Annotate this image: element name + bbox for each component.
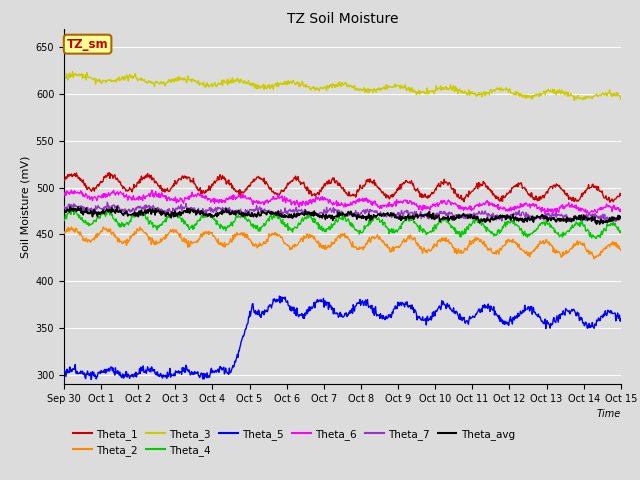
Y-axis label: Soil Moisture (mV): Soil Moisture (mV) [20, 155, 30, 258]
Legend: Theta_1, Theta_2, Theta_3, Theta_4, Theta_5, Theta_6, Theta_7, Theta_avg: Theta_1, Theta_2, Theta_3, Theta_4, Thet… [69, 425, 519, 460]
Title: TZ Soil Moisture: TZ Soil Moisture [287, 12, 398, 26]
Text: Time: Time [596, 409, 621, 419]
Text: TZ_sm: TZ_sm [67, 37, 108, 51]
